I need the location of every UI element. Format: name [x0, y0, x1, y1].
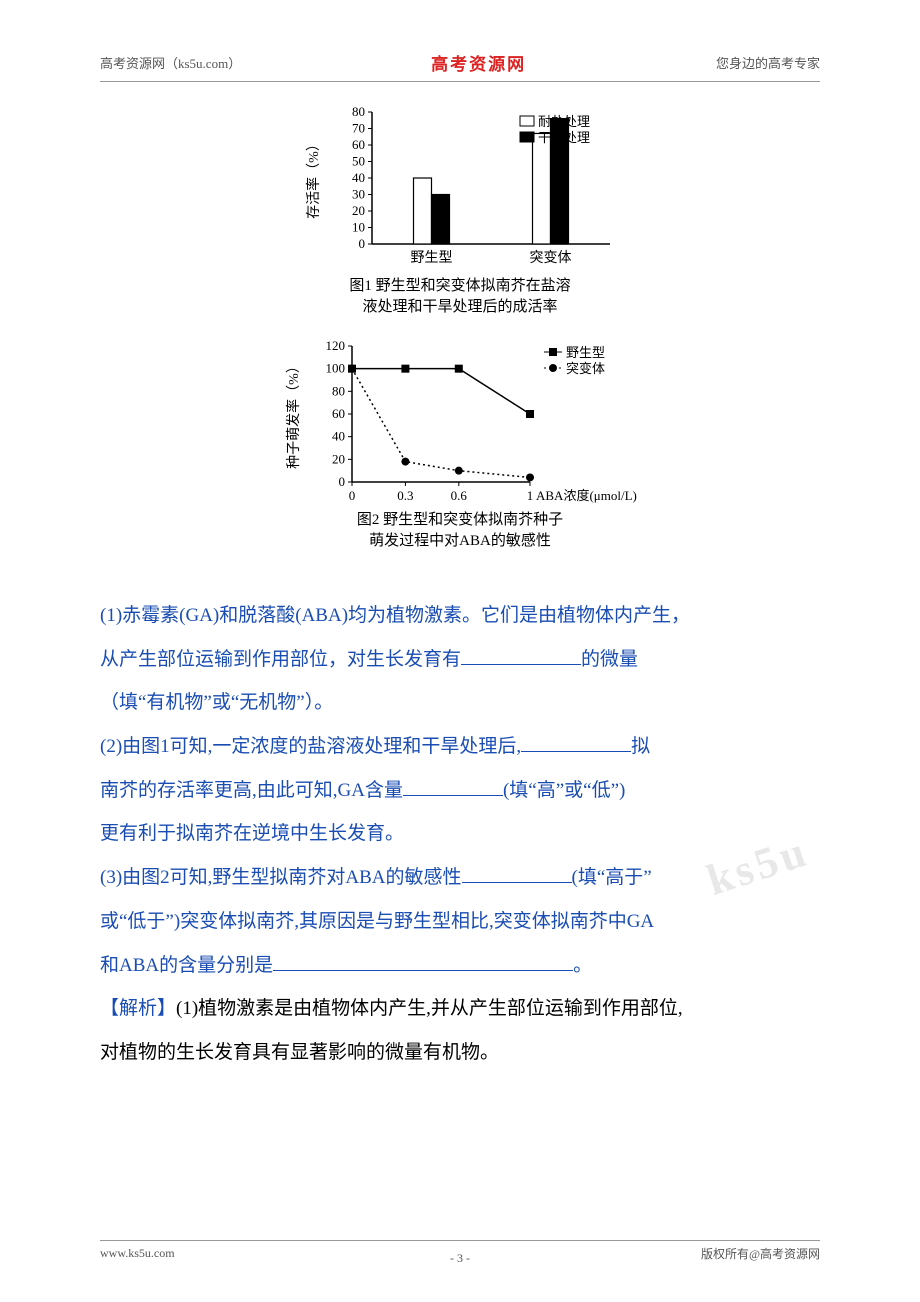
chart1-caption: 图1 野生型和突变体拟南芥在盐溶 液处理和干旱处理后的成活率	[349, 276, 570, 318]
svg-text:60: 60	[332, 406, 345, 421]
svg-text:野生型: 野生型	[411, 250, 453, 266]
svg-text:0.6: 0.6	[451, 488, 468, 503]
svg-text:存活率（%）: 存活率（%）	[305, 137, 322, 219]
body-text: (1)赤霉素(GA)和脱落酸(ABA)均为植物激素。它们是由植物体内产生， 从产…	[100, 594, 820, 1075]
p2b: 拟	[631, 736, 650, 757]
svg-text:0: 0	[349, 488, 356, 503]
svg-text:80: 80	[332, 383, 345, 398]
svg-text:0: 0	[339, 474, 346, 489]
p2c: 南芥的存活率更高,由此可知,GA含量	[100, 780, 403, 801]
footer-right: 版权所有@高考资源网	[701, 1245, 820, 1262]
p3b: (填“高于”	[572, 867, 652, 888]
svg-text:60: 60	[352, 137, 365, 152]
svg-text:野生型: 野生型	[566, 345, 605, 360]
svg-text:10: 10	[352, 220, 365, 235]
chart2-caption-l2: 萌发过程中对ABA的敏感性	[369, 533, 551, 549]
svg-text:30: 30	[352, 187, 365, 202]
svg-text:耐盐处理: 耐盐处理	[538, 114, 590, 129]
header-left: 高考资源网（ks5u.com）	[100, 53, 241, 72]
p3c: 或“低于”)突变体拟南芥,其原因是与野生型相比,突变体拟南芥中GA	[100, 911, 654, 932]
svg-text:20: 20	[332, 451, 345, 466]
svg-text:20: 20	[352, 203, 365, 218]
svg-text:1: 1	[527, 488, 534, 503]
analysis-body2: 对植物的生长发育具有显著影响的微量有机物。	[100, 1042, 499, 1063]
analysis-body1: (1)植物激素是由植物体内产生,并从产生部位运输到作用部位,	[176, 998, 683, 1019]
p1a: (1)赤霉素(GA)和脱落酸(ABA)均为植物激素。它们是由植物体内产生，	[100, 605, 690, 626]
p1d: （填“有机物”或“无机物”）。	[100, 692, 333, 713]
charts-container: 01020304050607080存活率（%）野生型突变体耐盐处理干旱处理 图1…	[100, 102, 820, 570]
p3d: 和ABA的含量分别是	[100, 955, 273, 976]
chart2-caption-l1: 图2 野生型和突变体拟南芥种子	[357, 512, 563, 528]
page-header: 高考资源网（ks5u.com） 高考资源网 您身边的高考专家	[100, 50, 820, 82]
p2a: (2)由图1可知,一定浓度的盐溶液处理和干旱处理后,	[100, 736, 521, 757]
header-center: 高考资源网	[431, 50, 526, 75]
svg-text:0: 0	[359, 236, 366, 251]
chart2-block: 0 20 40 60 80 100 120 0 0.3 0.6 1ABA浓度(μmol/L) 种子萌发…	[280, 336, 640, 552]
svg-text:70: 70	[352, 121, 365, 136]
p3a: (3)由图2可知,野生型拟南芥对ABA的敏感性	[100, 867, 462, 888]
svg-text:ABA浓度(μmol/L): ABA浓度(μmol/L)	[536, 488, 637, 503]
blank-2	[521, 733, 631, 752]
svg-text:120: 120	[326, 338, 346, 353]
blank-5	[273, 952, 573, 971]
chart1-svg: 010 2030 4050 6070 80 存活率（%） 野生型 突变体 耐盐处理干旱处理	[300, 102, 620, 272]
svg-text:突变体: 突变体	[566, 361, 605, 376]
chart2-caption: 图2 野生型和突变体拟南芥种子 萌发过程中对ABA的敏感性	[357, 510, 563, 552]
p2e: 更有利于拟南芥在逆境中生长发育。	[100, 823, 404, 844]
analysis-label: 【解析】	[100, 998, 176, 1019]
p1b: 从产生部位运输到作用部位，对生长发育有	[100, 649, 461, 670]
svg-text:种子萌发率（%）: 种子萌发率（%）	[285, 359, 302, 469]
header-right: 您身边的高考专家	[716, 53, 820, 72]
chart1-caption-l2: 液处理和干旱处理后的成活率	[362, 299, 557, 315]
blank-3	[403, 777, 503, 796]
svg-text:干旱处理: 干旱处理	[538, 130, 590, 145]
chart1-block: 010 2030 4050 6070 80 存活率（%） 野生型 突变体 耐盐处理干旱处理 图1…	[300, 102, 620, 318]
svg-text:突变体: 突变体	[530, 250, 572, 266]
page-footer: www.ks5u.com - 3 - 版权所有@高考资源网	[100, 1240, 820, 1262]
chart1-caption-l1: 图1 野生型和突变体拟南芥在盐溶	[349, 278, 570, 294]
p2d: (填“高”或“低”)	[503, 780, 625, 801]
blank-1	[461, 646, 581, 665]
svg-text:80: 80	[352, 104, 365, 119]
p3e: 。	[573, 955, 592, 976]
p1c: 的微量	[581, 649, 638, 670]
footer-left: www.ks5u.com	[100, 1246, 175, 1261]
svg-text:40: 40	[352, 170, 365, 185]
svg-text:100: 100	[326, 361, 346, 376]
chart2-svg: 0 20 40 60 80 100 120 0 0.3 0.6 1ABA浓度(μmol/L) 种子萌发…	[280, 336, 640, 506]
svg-text:0.3: 0.3	[397, 488, 413, 503]
svg-text:50: 50	[352, 154, 365, 169]
footer-page: - 3 -	[450, 1251, 470, 1266]
blank-4	[462, 864, 572, 883]
svg-text:40: 40	[332, 429, 345, 444]
